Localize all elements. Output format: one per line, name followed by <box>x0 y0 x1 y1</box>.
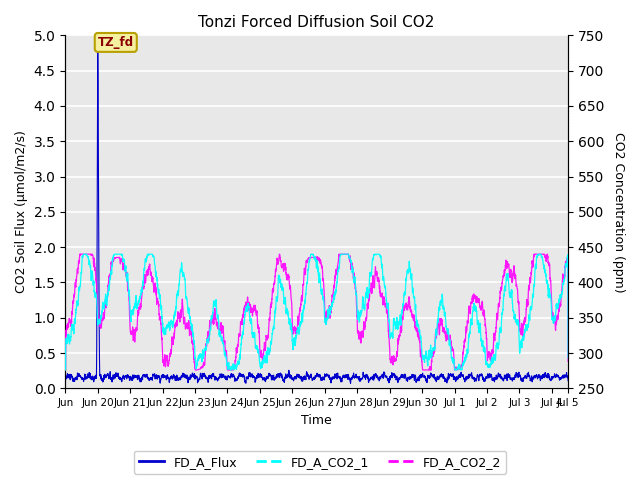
Title: Tonzi Forced Diffusion Soil CO2: Tonzi Forced Diffusion Soil CO2 <box>198 15 435 30</box>
Text: TZ_fd: TZ_fd <box>98 36 134 49</box>
Y-axis label: CO2 Soil Flux (μmol/m2/s): CO2 Soil Flux (μmol/m2/s) <box>15 131 28 293</box>
Y-axis label: CO2 Concentration (ppm): CO2 Concentration (ppm) <box>612 132 625 292</box>
X-axis label: Time: Time <box>301 414 332 427</box>
Legend: FD_A_Flux, FD_A_CO2_1, FD_A_CO2_2: FD_A_Flux, FD_A_CO2_1, FD_A_CO2_2 <box>134 451 506 474</box>
